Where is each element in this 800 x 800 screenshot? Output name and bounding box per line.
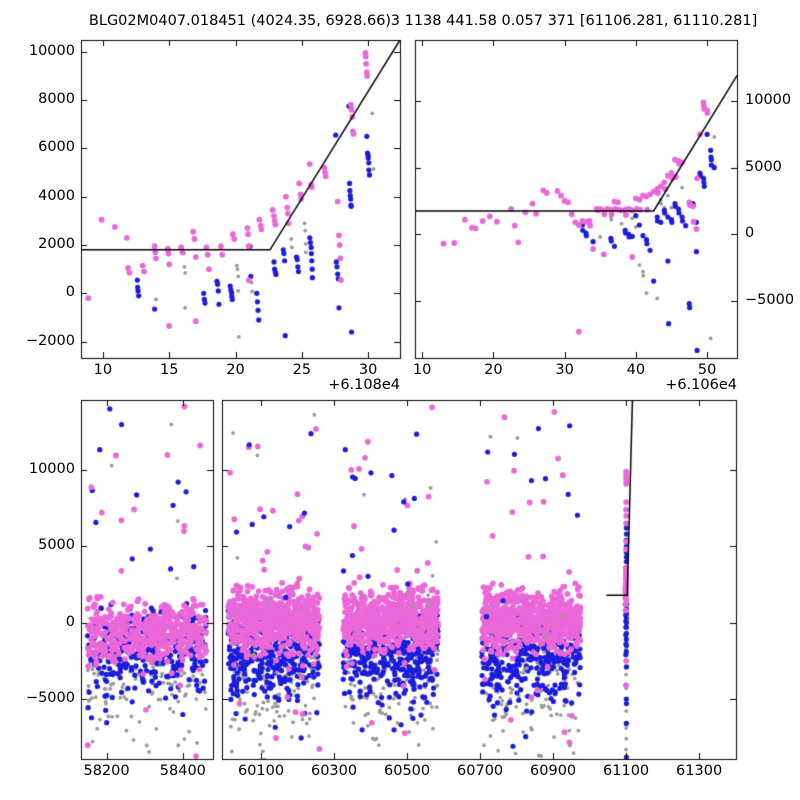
y-tick-label: 5000 — [745, 158, 782, 175]
x-tick-label: 61100 — [603, 763, 650, 779]
x-tick-label: 25 — [292, 362, 312, 378]
x-tick-label: 60500 — [384, 763, 431, 779]
x-tick-label: 15 — [159, 362, 179, 378]
y-tick-label: −2000 — [25, 332, 75, 349]
x-tick-label: 40 — [626, 362, 646, 378]
y-tick-label: 6000 — [38, 139, 75, 156]
y-tick-label: 10000 — [745, 91, 792, 108]
y-tick-label: 0 — [745, 225, 755, 242]
x-axis-offset-label: +6.106e4 — [665, 377, 737, 393]
x-tick-label: 20 — [226, 362, 245, 378]
x-tick-label: 20 — [484, 362, 503, 378]
x-tick-label: 60700 — [457, 763, 504, 779]
x-tick-label: 60100 — [237, 763, 285, 779]
x-axis-offset-label: +6.108e4 — [328, 377, 400, 393]
y-tick-label: −5000 — [25, 690, 75, 706]
x-tick-label: 10 — [412, 362, 432, 378]
y-tick-label: 8000 — [38, 91, 75, 108]
y-tick-label: 10000 — [28, 460, 75, 477]
x-tick-label: 58400 — [159, 763, 206, 779]
y-tick-label: −5000 — [745, 292, 795, 309]
y-tick-label: 10000 — [28, 42, 75, 59]
y-tick-label: 5000 — [38, 537, 75, 554]
plot-title-left: BLG02M0407.018451 (4024.35, 6928.66) — [88, 13, 392, 29]
plot-title-right: 3 1138 441.58 0.057 371 [61106.281, 6111… — [390, 13, 758, 29]
y-tick-label: 0 — [65, 284, 75, 301]
x-tick-label: 61300 — [676, 763, 723, 779]
x-tick-label: 50 — [697, 362, 717, 378]
x-tick-label: 60300 — [310, 763, 358, 779]
y-tick-label: 4000 — [38, 187, 75, 204]
x-tick-label: 30 — [555, 362, 574, 378]
y-tick-label: 0 — [65, 613, 75, 630]
x-tick-label: 30 — [358, 362, 378, 378]
x-tick-label: 60900 — [530, 763, 577, 779]
x-tick-label: 58200 — [83, 763, 130, 779]
x-tick-label: 10 — [93, 362, 113, 378]
y-tick-label: 2000 — [38, 236, 75, 253]
